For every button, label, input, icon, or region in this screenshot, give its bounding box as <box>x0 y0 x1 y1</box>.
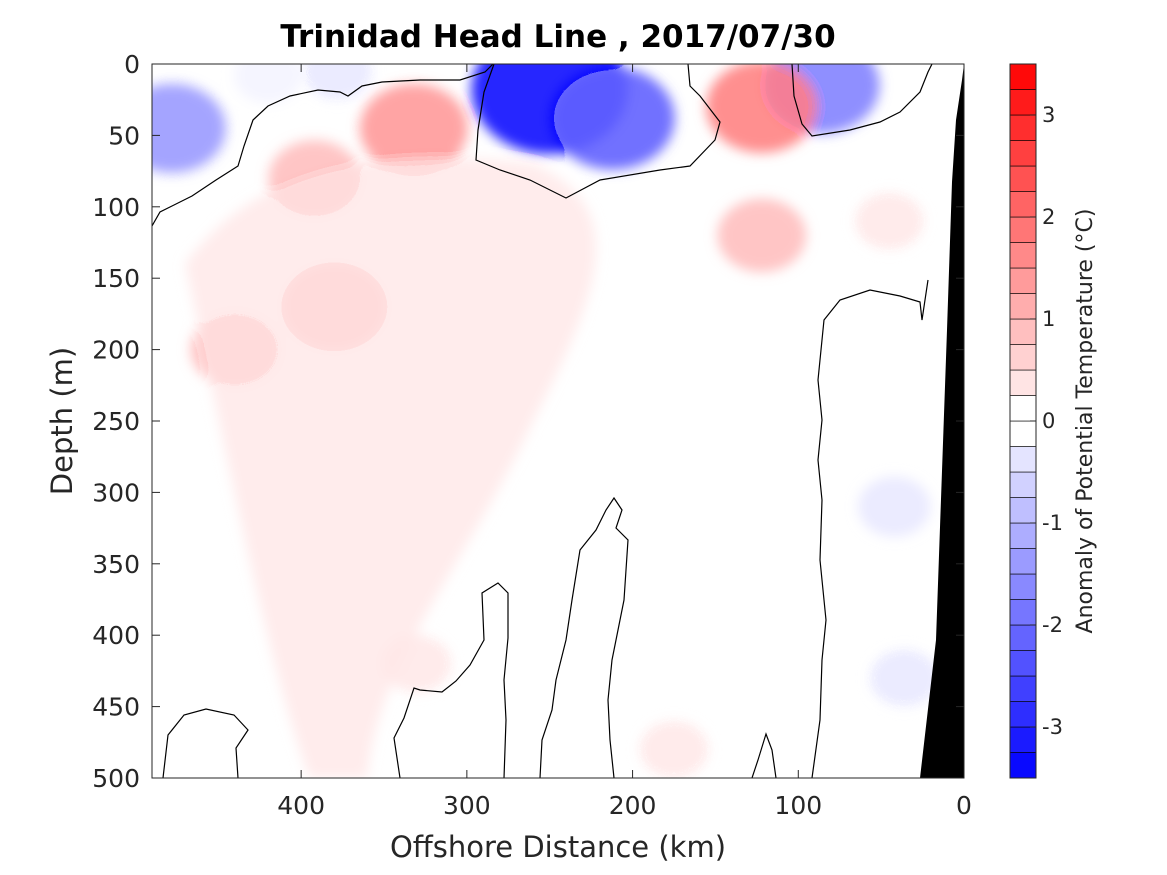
colorbar-level <box>1009 318 1037 345</box>
y-axis: 0 50 100 150 200 250 300 350 400 450 500 <box>92 50 964 793</box>
anomaly-blob-4 <box>550 67 675 170</box>
colorbar-level <box>1009 293 1037 320</box>
x-tick-label: 300 <box>443 791 491 820</box>
y-tick-label: 50 <box>108 121 140 150</box>
colorbar-level <box>1009 624 1037 651</box>
anomaly-blob-1 <box>234 64 302 104</box>
colorbar-level <box>1009 752 1037 779</box>
y-tick-250: 250 <box>92 407 964 436</box>
x-axis: 400 300 200 100 0 <box>277 64 972 820</box>
colorbar-level <box>1009 599 1037 626</box>
y-tick-100: 100 <box>92 193 964 222</box>
y-tick-label: 200 <box>92 336 140 365</box>
colorbar-level <box>1009 344 1037 371</box>
colorbar-level <box>1009 420 1037 447</box>
zero-contour-6 <box>751 732 777 778</box>
colorbar-tick-label: -1 <box>1042 511 1063 535</box>
y-tick-500: 500 <box>92 764 964 793</box>
colorbar-tick-label: 0 <box>1042 409 1055 433</box>
anomaly-blob-11 <box>359 83 468 173</box>
colorbar-tick-label: -2 <box>1042 613 1063 637</box>
colorbar-tick-label: 1 <box>1042 307 1055 331</box>
anomaly-blob-13 <box>717 198 807 273</box>
y-tick-label: 350 <box>92 550 140 579</box>
colorbar-level <box>1009 573 1037 600</box>
anomaly-blob-0 <box>152 83 226 173</box>
y-tick-label: 150 <box>92 264 140 293</box>
zero-contour-4 <box>393 582 509 778</box>
colorbar-level <box>1009 140 1037 167</box>
x-tick-label: 200 <box>609 791 657 820</box>
colorbar-level <box>1009 726 1037 753</box>
zero-contour-7 <box>811 279 929 778</box>
x-tick-100: 100 <box>774 64 822 820</box>
anomaly-blob-15 <box>639 720 709 778</box>
y-tick-label: 0 <box>124 50 140 79</box>
anomaly-blob-12 <box>706 64 818 153</box>
colorbar-level <box>1009 650 1037 677</box>
warm-band <box>185 157 596 778</box>
y-tick-400: 400 <box>92 621 964 650</box>
colorbar-level <box>1009 471 1037 498</box>
y-tick-label: 250 <box>92 407 140 436</box>
zero-contour-0 <box>152 64 494 227</box>
y-tick-label: 450 <box>92 693 140 722</box>
y-tick-label: 400 <box>92 621 140 650</box>
x-tick-300: 300 <box>443 64 491 820</box>
x-tick-200: 200 <box>609 64 657 820</box>
y-tick-50: 50 <box>108 121 964 150</box>
y-tick-label: 500 <box>92 764 140 793</box>
colorbar-level <box>1009 242 1037 269</box>
zero-contour-1 <box>475 64 721 199</box>
zero-contours <box>152 64 933 778</box>
colorbar-tick-label: 2 <box>1042 205 1055 229</box>
y-tick-450: 450 <box>92 693 964 722</box>
colorbar-level <box>1009 395 1037 422</box>
colorbar-level <box>1009 216 1037 243</box>
y-tick-300: 300 <box>92 478 964 507</box>
y-tick-200: 200 <box>92 336 964 365</box>
zero-contour-2 <box>791 64 933 137</box>
chart-title: Trinidad Head Line , 2017/07/30 <box>280 19 835 55</box>
colorbar-level <box>1009 63 1037 90</box>
colorbar-level <box>1009 701 1037 728</box>
anomaly-blob-16 <box>854 192 925 250</box>
colorbar-label: Anomaly of Potential Temperature (°C) <box>1073 209 1098 634</box>
y-tick-350: 350 <box>92 550 964 579</box>
colorbar-level <box>1009 191 1037 218</box>
zero-contour-5 <box>539 496 629 778</box>
colorbar-level <box>1009 522 1037 549</box>
plot-area: 400 300 200 100 0 0 50 100 150 200 250 300 350 400 45… <box>92 50 972 820</box>
anomaly-blob-7 <box>869 649 939 707</box>
colorbar-tick-label: -3 <box>1042 715 1063 739</box>
y-tick-0: 0 <box>124 50 964 79</box>
anomaly-field <box>152 64 939 778</box>
colorbar-level <box>1009 548 1037 575</box>
colorbar-level <box>1009 89 1037 116</box>
x-tick-label: 100 <box>774 791 822 820</box>
x-tick-400: 400 <box>277 64 325 820</box>
x-tick-0: 0 <box>956 64 972 820</box>
colorbar-level <box>1009 165 1037 192</box>
colorbar-tick-label: 3 <box>1042 103 1055 127</box>
x-axis-label: Offshore Distance (km) <box>390 830 726 864</box>
colorbar-level <box>1009 675 1037 702</box>
y-tick-150: 150 <box>92 264 964 293</box>
seafloor-mask <box>920 64 964 778</box>
colorbar-level <box>1009 497 1037 524</box>
colorbar-level <box>1009 267 1037 294</box>
colorbar-level <box>1009 446 1037 473</box>
colorbar-level <box>1009 369 1037 396</box>
zero-contour-3 <box>162 708 249 778</box>
y-tick-label: 300 <box>92 478 140 507</box>
y-axis-label: Depth (m) <box>45 347 79 495</box>
anomaly-blob-6 <box>858 476 931 537</box>
colorbar: -3 -2 -1 0 1 2 3 <box>1009 63 1063 779</box>
x-tick-label: 400 <box>277 791 325 820</box>
colorbar-level <box>1009 114 1037 141</box>
x-tick-label: 0 <box>956 791 972 820</box>
y-tick-label: 100 <box>92 193 140 222</box>
